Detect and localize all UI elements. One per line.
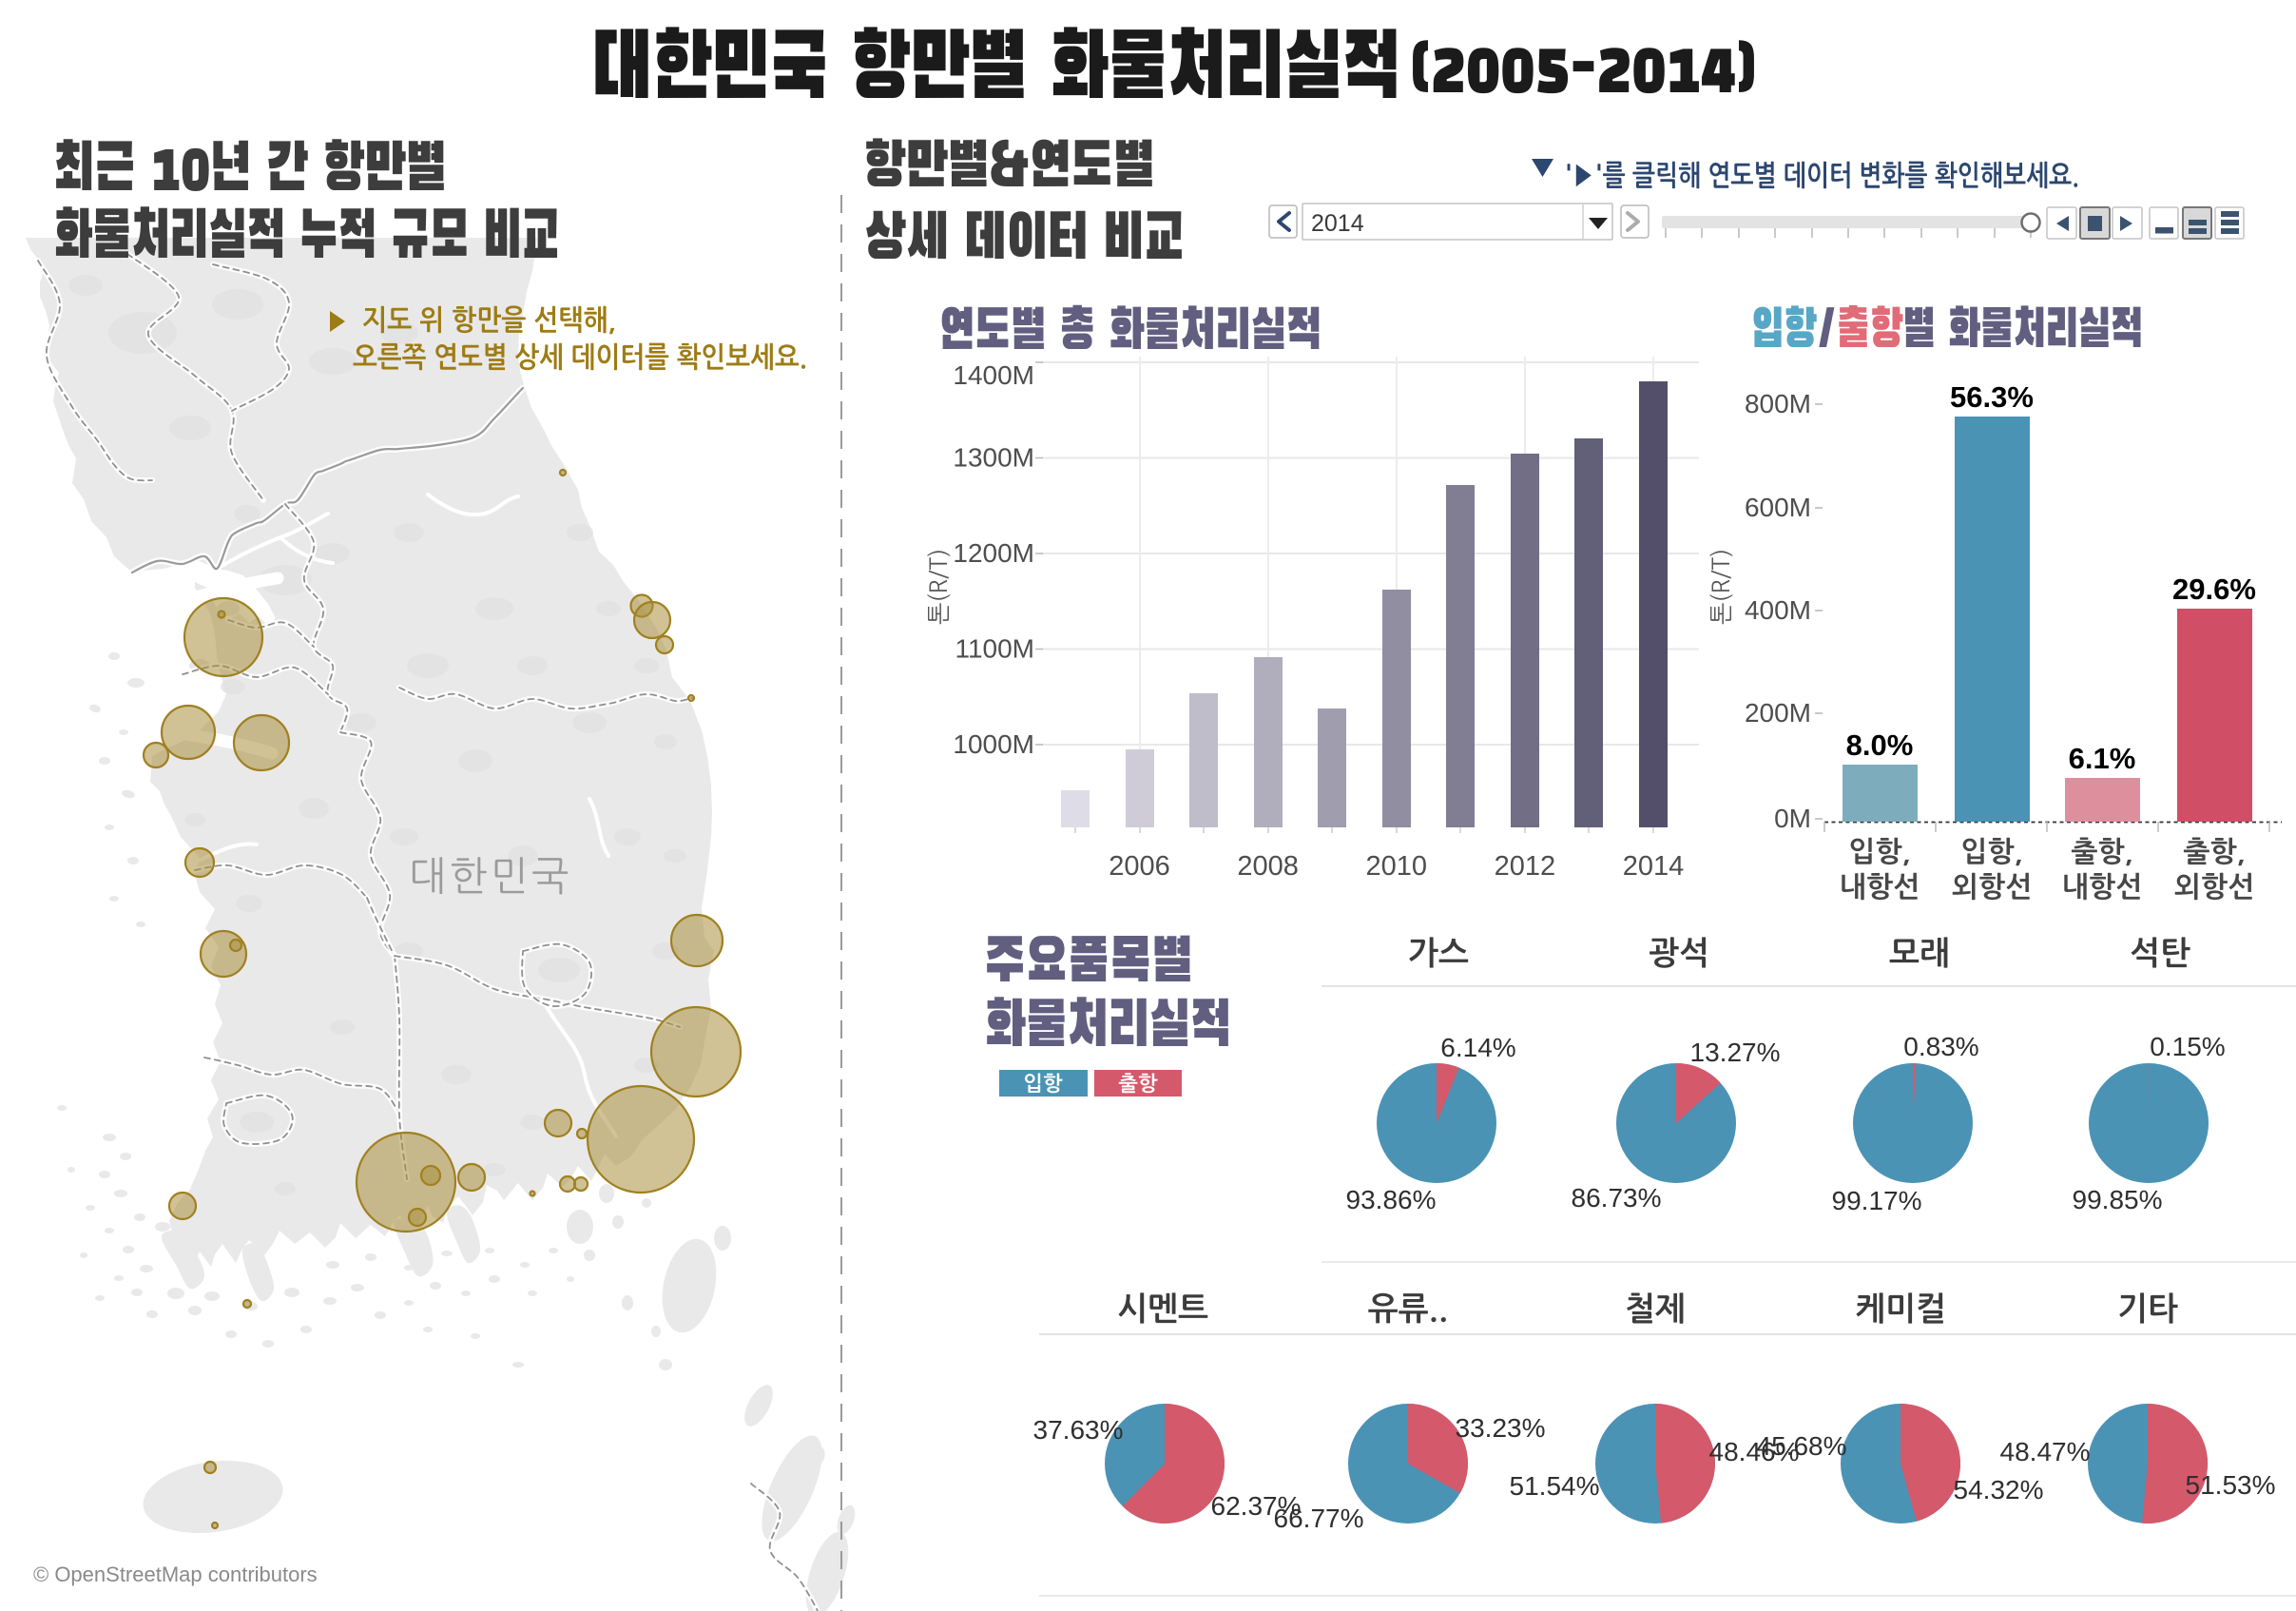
svg-text:54.32%: 54.32% <box>1954 1475 2044 1504</box>
svg-text:66.77%: 66.77% <box>1274 1504 1364 1533</box>
svg-text:51.54%: 51.54% <box>1510 1471 1600 1501</box>
svg-text:99.85%: 99.85% <box>2073 1185 2163 1214</box>
svg-text:2012: 2012 <box>1495 851 1556 882</box>
svg-text:2014: 2014 <box>1311 210 1364 237</box>
svg-text:93.86%: 93.86% <box>1346 1185 1437 1214</box>
svg-text:1000M: 1000M <box>953 729 1034 759</box>
svg-text:1400M: 1400M <box>953 360 1034 390</box>
svg-text:800M: 800M <box>1745 389 1811 418</box>
svg-text:37.63%: 37.63% <box>1033 1415 1124 1445</box>
svg-text:1200M: 1200M <box>953 538 1034 568</box>
svg-text:2006: 2006 <box>1109 851 1170 882</box>
svg-text:600M: 600M <box>1745 493 1811 522</box>
svg-text:1300M: 1300M <box>953 443 1034 473</box>
svg-text:6.14%: 6.14% <box>1440 1033 1515 1062</box>
svg-text:33.23%: 33.23% <box>1456 1413 1546 1443</box>
svg-text:200M: 200M <box>1745 698 1811 728</box>
svg-text:56.3%: 56.3% <box>1950 380 2034 414</box>
svg-text:2010: 2010 <box>1365 851 1427 882</box>
svg-text:48.46%: 48.46% <box>1709 1437 1800 1466</box>
svg-text:99.17%: 99.17% <box>1832 1186 1922 1215</box>
svg-text:45.68%: 45.68% <box>1757 1431 1847 1461</box>
svg-text:86.73%: 86.73% <box>1572 1183 1662 1213</box>
svg-text:48.47%: 48.47% <box>2000 1437 2091 1466</box>
svg-text:51.53%: 51.53% <box>2186 1470 2276 1500</box>
svg-text:6.1%: 6.1% <box>2069 742 2136 775</box>
svg-text:2014: 2014 <box>1623 851 1685 882</box>
svg-text:2008: 2008 <box>1237 851 1299 882</box>
svg-text:0.83%: 0.83% <box>1903 1032 1978 1061</box>
svg-text:400M: 400M <box>1745 595 1811 625</box>
svg-text:0.15%: 0.15% <box>2150 1032 2225 1061</box>
svg-text:62.37%: 62.37% <box>1211 1491 1302 1521</box>
svg-text:0M: 0M <box>1774 804 1811 833</box>
svg-text:© OpenStreetMap contributors: © OpenStreetMap contributors <box>33 1562 318 1586</box>
svg-text:13.27%: 13.27% <box>1690 1038 1781 1067</box>
svg-text:1100M: 1100M <box>955 634 1034 664</box>
svg-text:29.6%: 29.6% <box>2172 573 2256 606</box>
svg-text:8.0%: 8.0% <box>1846 728 1914 762</box>
